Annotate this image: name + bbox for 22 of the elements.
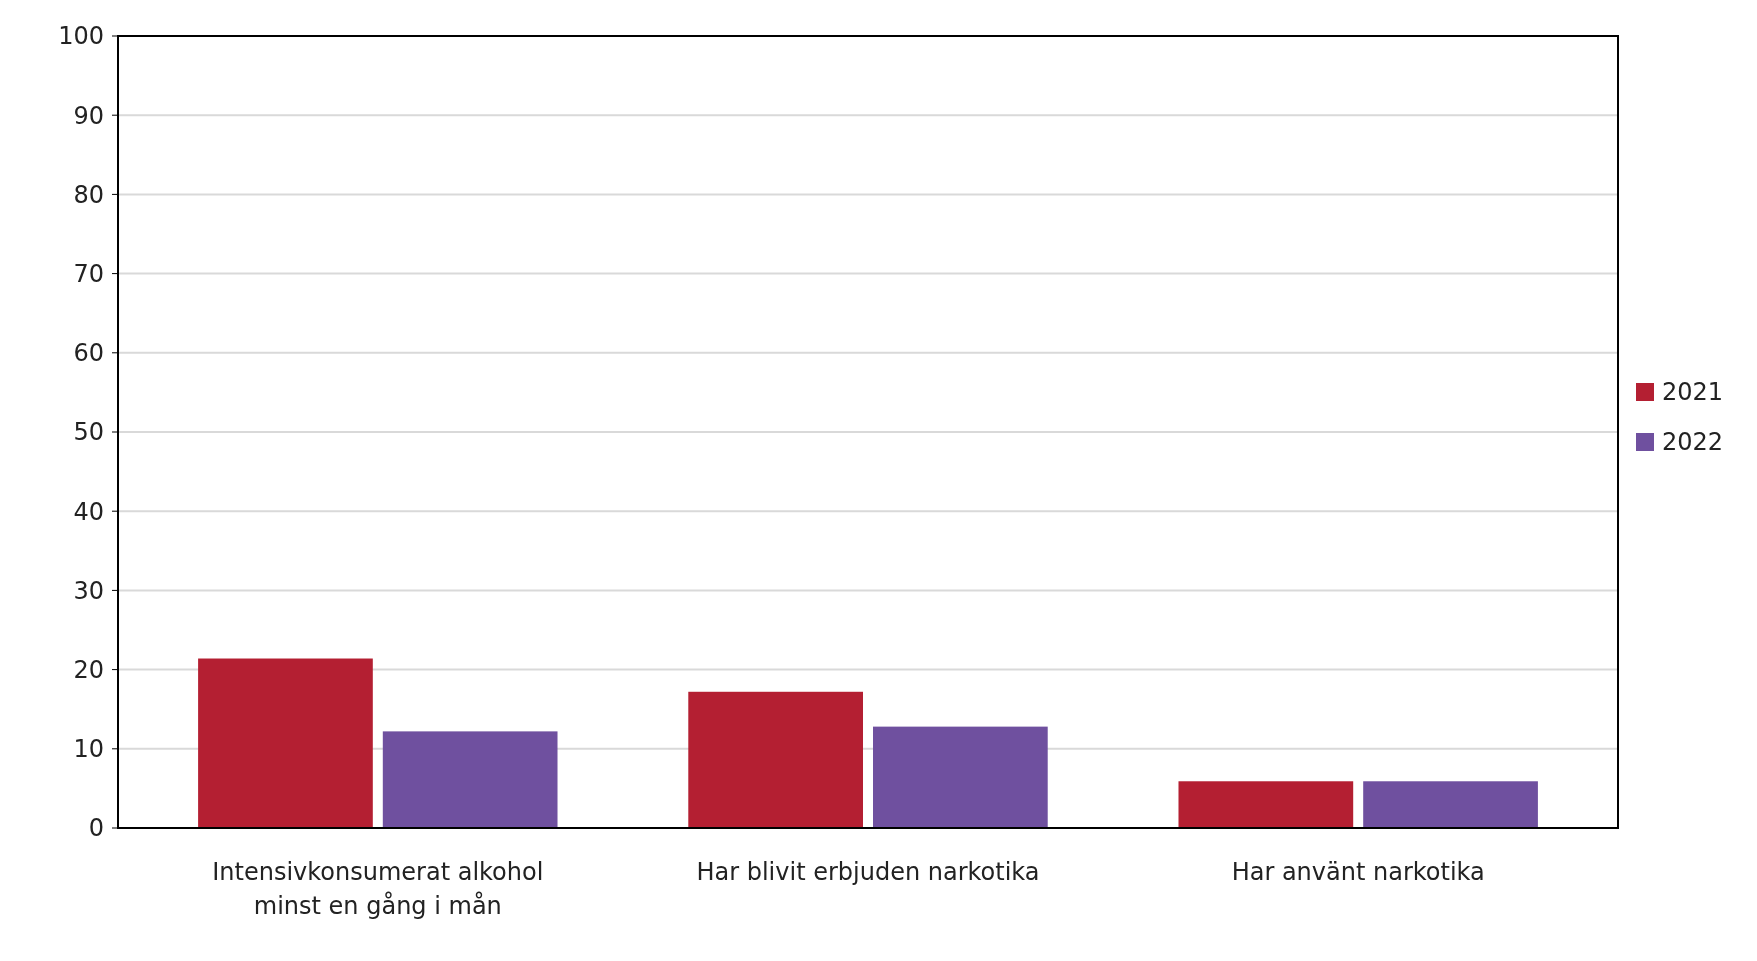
bar bbox=[1178, 781, 1354, 828]
legend-label: 2022 bbox=[1662, 428, 1724, 457]
x-tick-label: Har använt narkotika bbox=[1231, 858, 1485, 886]
y-tick-label: 20 bbox=[73, 656, 104, 684]
y-tick-label: 50 bbox=[73, 418, 104, 447]
bar bbox=[873, 726, 1048, 828]
y-tick-label: 30 bbox=[73, 576, 104, 605]
bar bbox=[198, 658, 373, 828]
x-tick-label: Intensivkonsumerat alkohol minst en gång i mån bbox=[212, 858, 544, 920]
y-tick-label: 90 bbox=[73, 101, 104, 130]
legend-label: 2021 bbox=[1662, 378, 1724, 407]
y-tick-label: 40 bbox=[73, 497, 104, 526]
x-tick-label: Har blivit erbjuden narkotika bbox=[696, 858, 1040, 886]
bar bbox=[382, 731, 558, 828]
y-tick-label: 80 bbox=[73, 180, 104, 209]
bar bbox=[1363, 781, 1538, 828]
y-tick-label: 0 bbox=[88, 814, 104, 843]
y-tick-label: 60 bbox=[73, 339, 104, 368]
y-tick-label: 70 bbox=[73, 260, 104, 288]
y-tick-label: 10 bbox=[73, 735, 104, 764]
bar bbox=[688, 691, 863, 828]
y-tick-label: 100 bbox=[58, 22, 104, 51]
